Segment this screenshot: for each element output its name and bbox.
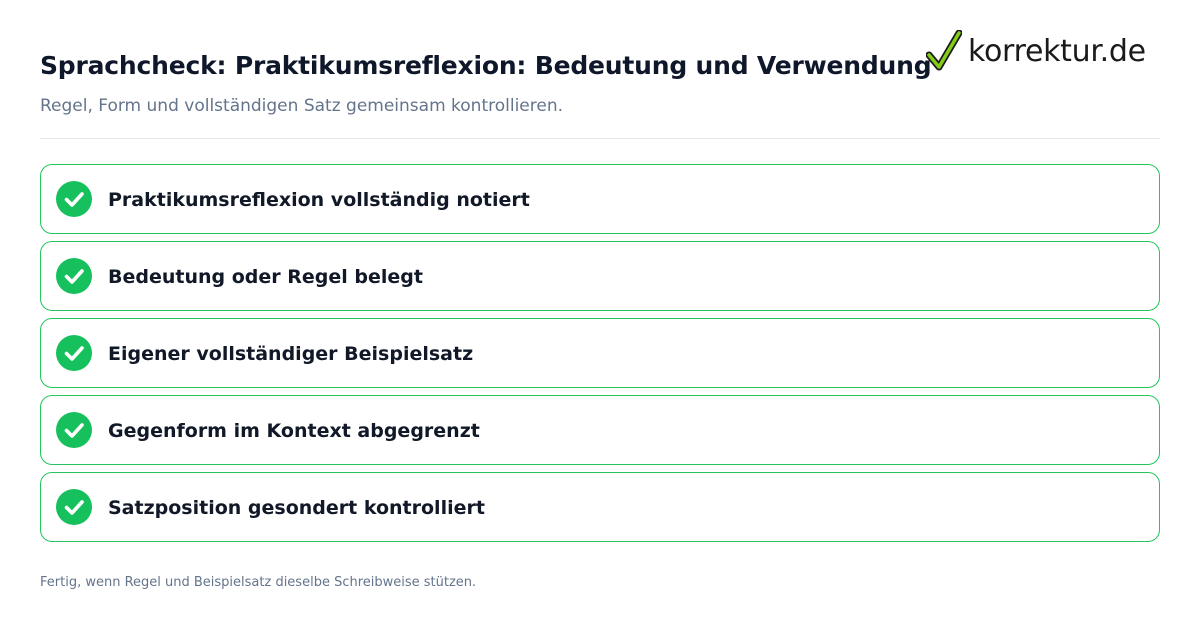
checklist-item[interactable]: Praktikumsreflexion vollständig notiert bbox=[40, 164, 1160, 234]
brand-name: korrektur.de bbox=[968, 34, 1146, 69]
checklist-item-label: Eigener vollständiger Beispielsatz bbox=[108, 343, 474, 365]
checklist-item-label: Bedeutung oder Regel belegt bbox=[108, 266, 423, 288]
checkmark-icon bbox=[56, 412, 92, 448]
checklist-item[interactable]: Gegenform im Kontext abgegrenzt bbox=[40, 395, 1160, 465]
page-subtitle: Regel, Form und vollständigen Satz gemei… bbox=[40, 96, 564, 116]
checkmark-icon bbox=[56, 258, 92, 294]
checklist-item-label: Praktikumsreflexion vollständig notiert bbox=[108, 189, 530, 211]
header-divider bbox=[40, 138, 1160, 139]
checkmark-icon bbox=[926, 30, 962, 71]
checklist-item-label: Satzposition gesondert kontrolliert bbox=[108, 497, 485, 519]
checklist-item-label: Gegenform im Kontext abgegrenzt bbox=[108, 420, 480, 442]
checklist-item[interactable]: Satzposition gesondert kontrolliert bbox=[40, 472, 1160, 542]
checklist-item[interactable]: Bedeutung oder Regel belegt bbox=[40, 241, 1160, 311]
checklist-item[interactable]: Eigener vollständiger Beispielsatz bbox=[40, 318, 1160, 388]
checklist: Praktikumsreflexion vollständig notiert … bbox=[40, 164, 1160, 549]
page-title: Sprachcheck: Praktikumsreflexion: Bedeut… bbox=[40, 51, 932, 80]
footer-note: Fertig, wenn Regel und Beispielsatz dies… bbox=[40, 575, 477, 590]
checkmark-icon bbox=[56, 489, 92, 525]
checkmark-icon bbox=[56, 181, 92, 217]
brand-logo[interactable]: korrektur.de bbox=[926, 30, 1166, 76]
checkmark-icon bbox=[56, 335, 92, 371]
